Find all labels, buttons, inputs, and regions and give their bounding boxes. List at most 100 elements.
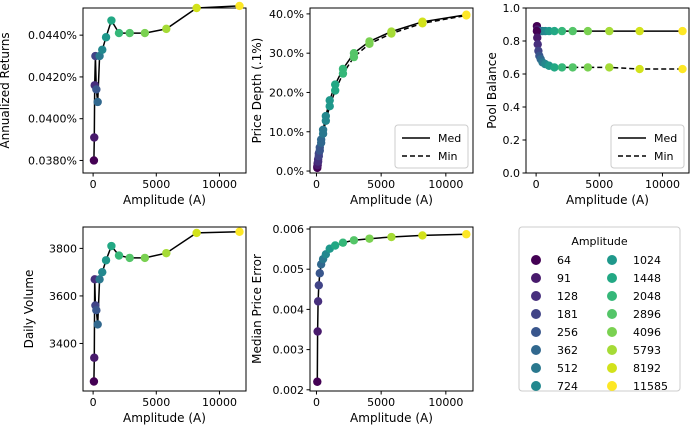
data-point xyxy=(101,33,111,42)
data-point xyxy=(192,228,201,238)
data-point xyxy=(557,26,567,36)
data-point xyxy=(162,248,171,258)
legend-marker xyxy=(531,363,541,373)
legend-marker xyxy=(531,255,541,265)
y-axis-label: Price Depth (.1%) xyxy=(250,38,264,144)
series-line-main xyxy=(93,231,240,382)
data-point xyxy=(418,231,427,240)
legend-marker xyxy=(607,255,617,265)
legend-marker xyxy=(607,291,617,301)
y-tick-label: 0.6 xyxy=(503,68,521,81)
data-point xyxy=(95,51,104,61)
y-tick-label: 0.0 xyxy=(503,167,521,180)
data-point xyxy=(315,146,324,155)
data-point xyxy=(93,97,102,107)
legend-amplitude-label: 362 xyxy=(557,344,578,357)
data-point xyxy=(678,26,687,36)
data-point xyxy=(338,69,348,78)
y-tick-label: 40.0% xyxy=(269,8,304,21)
legend-marker xyxy=(607,273,617,283)
legend-marker xyxy=(531,291,541,301)
data-point xyxy=(349,52,359,62)
data-point xyxy=(349,236,359,245)
x-tick-label: 5000 xyxy=(142,396,170,409)
data-point xyxy=(162,24,171,34)
data-point xyxy=(533,40,542,49)
line-style-legend: Med Min xyxy=(394,124,469,169)
line-style-legend-frame xyxy=(394,124,469,169)
data-point xyxy=(331,241,340,250)
legend-marker xyxy=(531,327,541,337)
legend-amplitude-label: 64 xyxy=(557,254,571,267)
x-tick-label: 0 xyxy=(313,178,320,191)
y-tick-label: 0.002 xyxy=(273,384,305,397)
data-point xyxy=(107,241,116,251)
series-line-main xyxy=(316,233,467,382)
data-point xyxy=(462,230,471,239)
data-point xyxy=(365,39,374,48)
panel-pool-balance: 0 5000 10000 0.0 0.2 0.4 0.6 0.8 1.0 Amplitude (A… xyxy=(485,2,690,207)
legend-amplitude-label: 512 xyxy=(557,362,578,375)
legend-label: Min xyxy=(438,150,458,163)
data-point xyxy=(550,26,559,36)
x-tick-label: 0 xyxy=(533,178,540,191)
x-tick-label: 0 xyxy=(90,178,97,191)
panel-median-price-error: 0 5000 10000 0.002 0.003 0.004 0.005 0.006 Ampli… xyxy=(250,223,474,425)
line-style-legend-frame xyxy=(610,124,685,169)
data-point xyxy=(315,269,324,278)
y-tick-label: 0.0420% xyxy=(28,71,77,84)
data-point xyxy=(313,297,323,306)
y-tick-label: 10.0% xyxy=(269,126,304,139)
y-tick-label: 0.0380% xyxy=(28,154,77,167)
data-point xyxy=(462,11,471,20)
y-tick-label: 0.2 xyxy=(503,134,521,147)
y-tick-label: 0.0440% xyxy=(28,29,77,42)
x-tick-label: 10000 xyxy=(428,178,463,191)
legend-amplitude-label: 11585 xyxy=(633,380,668,393)
data-point xyxy=(235,1,244,11)
legend-marker xyxy=(607,327,617,337)
panel-annualized-returns: 0 5000 10000 0.0380% 0.0400% 0.0420% 0.0440% Am… xyxy=(0,1,247,207)
x-tick-label: 0 xyxy=(313,396,320,409)
data-point xyxy=(95,275,104,284)
data-point xyxy=(331,86,340,95)
amplitude-legend-title: Amplitude xyxy=(571,235,628,248)
data-point xyxy=(365,234,374,243)
x-tick-label: 10000 xyxy=(202,396,237,409)
data-point xyxy=(635,64,644,74)
y-tick-label: 0.003 xyxy=(273,344,305,357)
y-tick-label: 3400 xyxy=(49,337,77,350)
data-point xyxy=(313,327,322,336)
legend-marker xyxy=(607,363,617,373)
data-point xyxy=(98,45,107,54)
axes-frame xyxy=(309,226,474,392)
data-point xyxy=(325,102,334,111)
y-axis-label: Daily Volume xyxy=(22,270,36,349)
legend-amplitude-label: 181 xyxy=(557,308,578,321)
data-point xyxy=(557,63,567,72)
panel-daily-volume: 0 5000 10000 3400 3600 3800 Amplitude (A) Daily… xyxy=(22,226,247,425)
legend-amplitude-label: 91 xyxy=(557,272,571,285)
x-tick-label: 5000 xyxy=(367,178,395,191)
data-point xyxy=(313,377,322,386)
data-point xyxy=(93,320,102,329)
line-style-legend: Med Min xyxy=(610,124,685,169)
x-tick-label: 5000 xyxy=(367,396,395,409)
data-point xyxy=(98,267,107,277)
axes-frame xyxy=(525,7,690,174)
y-tick-label: 0.4 xyxy=(503,101,521,114)
x-tick-label: 0 xyxy=(90,396,97,409)
legend-marker xyxy=(531,381,541,391)
y-tick-label: 0.004 xyxy=(273,303,305,316)
data-point xyxy=(90,353,99,362)
x-tick-label: 5000 xyxy=(142,178,170,191)
data-point xyxy=(92,85,101,94)
data-point xyxy=(605,26,614,36)
data-point xyxy=(678,64,687,74)
legend-label: Med xyxy=(654,132,677,145)
x-axis-label: Amplitude (A) xyxy=(123,193,206,207)
amplitude-legend-frame xyxy=(518,226,681,392)
x-tick-label: 10000 xyxy=(428,396,463,409)
y-axis-label: Annualized Returns xyxy=(0,32,12,148)
legend-amplitude-label: 1024 xyxy=(633,254,661,267)
